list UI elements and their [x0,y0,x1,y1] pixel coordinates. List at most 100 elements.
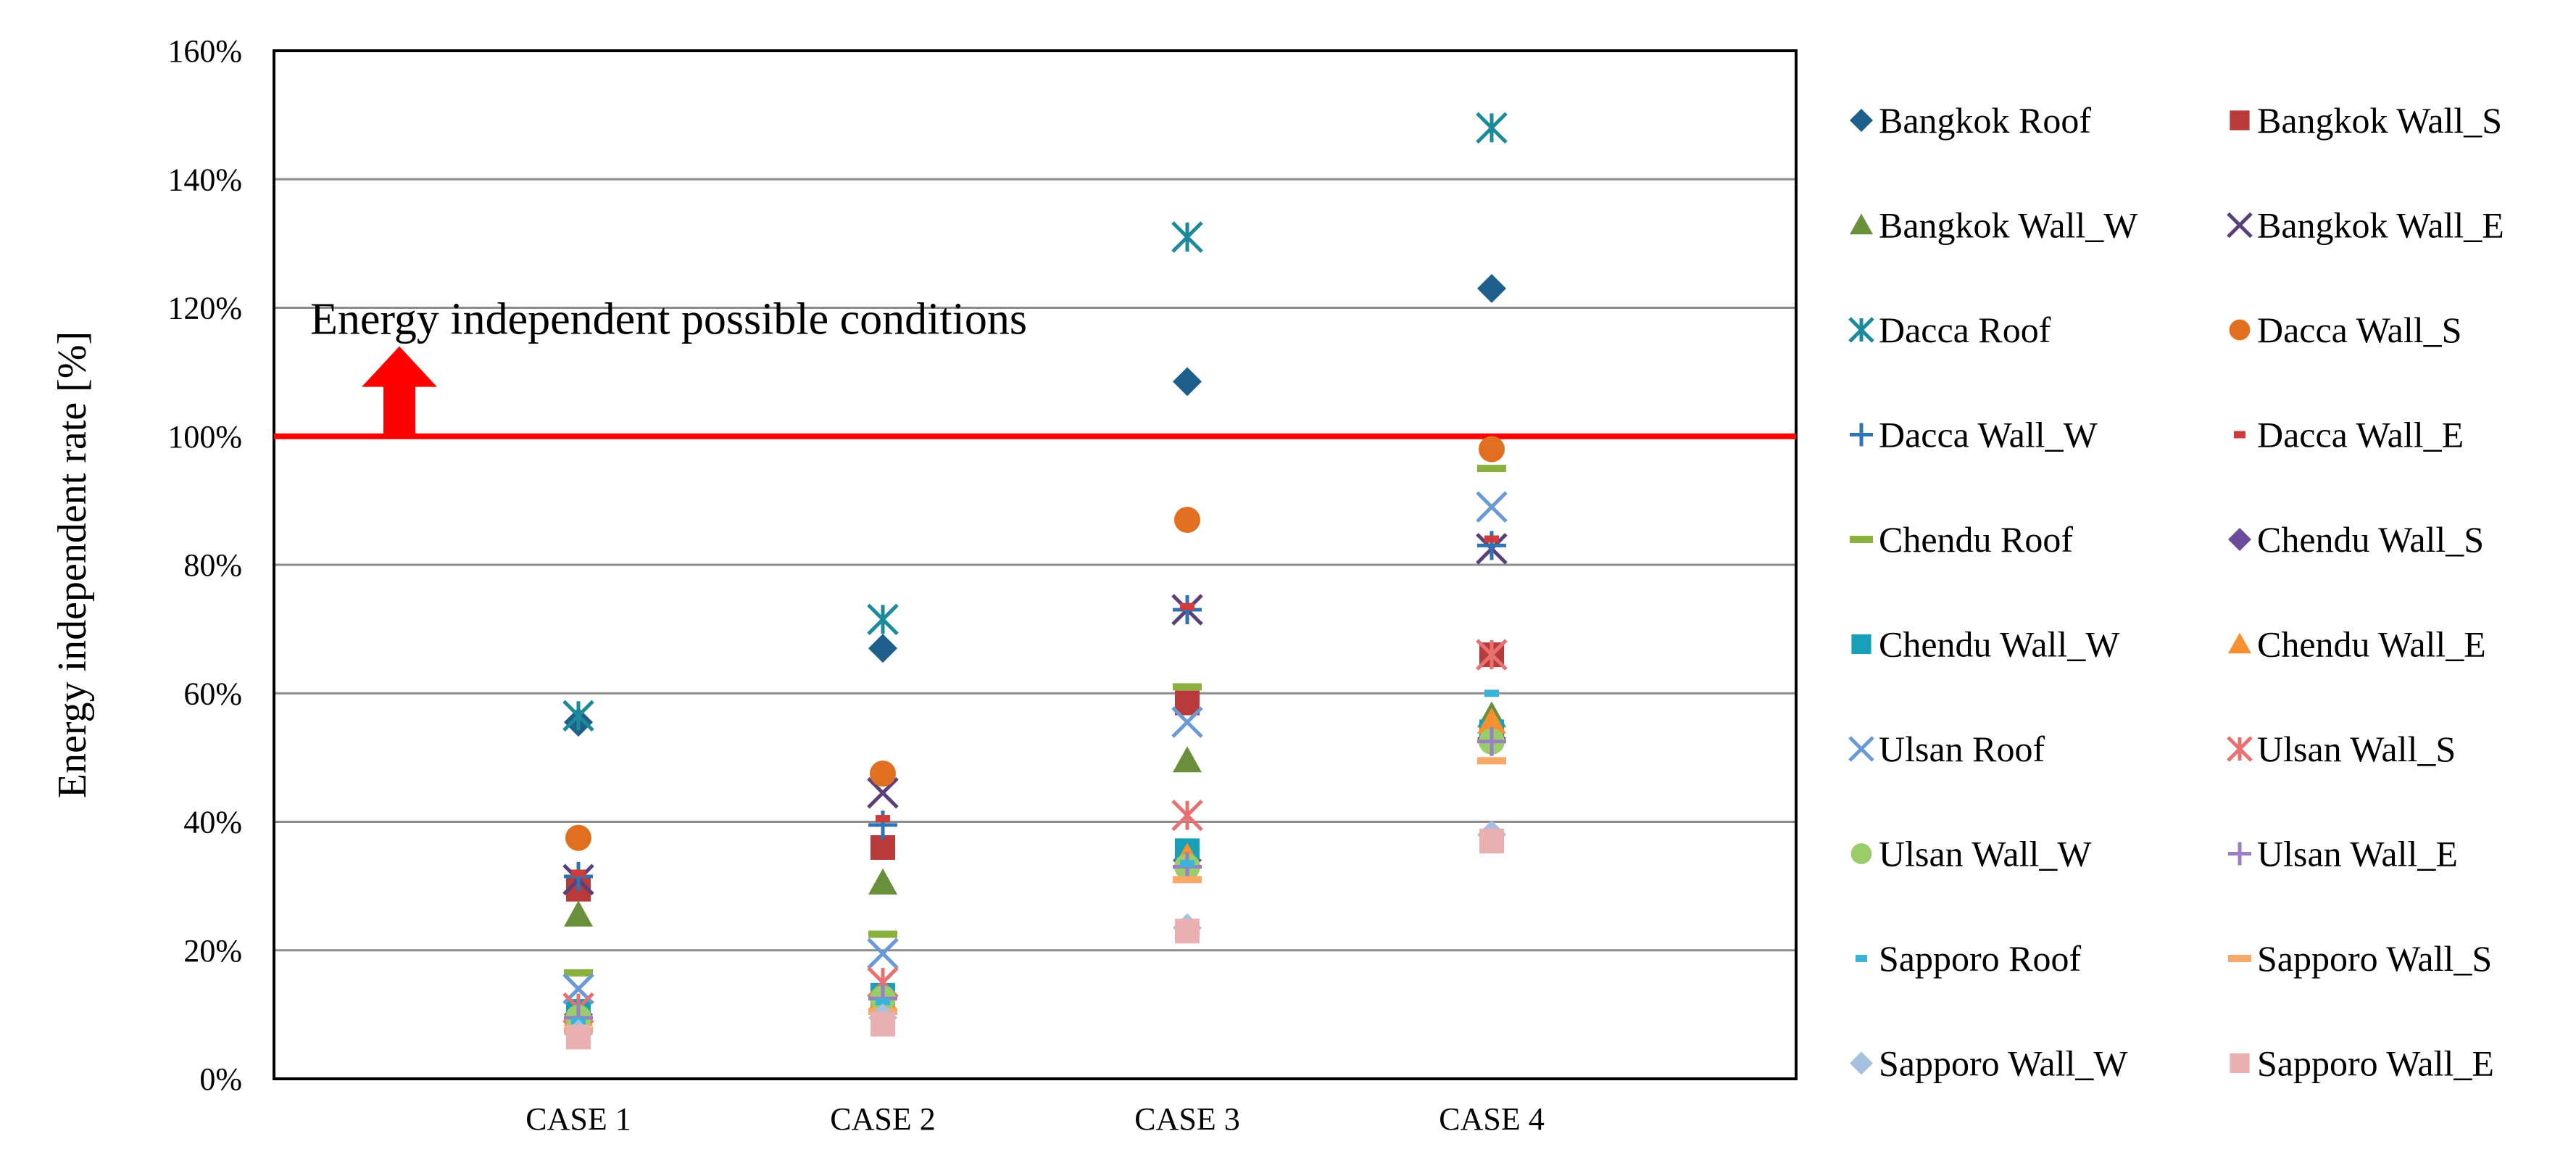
data-point [1476,639,1508,671]
legend-label: Sapporo Wall_S [2257,938,2492,979]
legend-label: Bangkok Roof [1879,100,2091,141]
legend-item: Chendu Wall_W [1851,624,2120,665]
data-point [868,930,897,938]
legend-label: Bangkok Wall_S [2257,100,2502,141]
data-point [1477,757,1506,765]
legend-marker [2228,955,2251,962]
legend-marker [1848,317,1874,343]
legend-label: Sapporo Roof [1879,938,2082,979]
data-point [1477,273,1506,303]
data-point [564,969,593,977]
data-point [1174,506,1200,533]
legend-item: Dacca Wall_W [1850,415,2098,455]
data-point [867,776,899,809]
legend-item: Ulsan Roof [1848,729,2045,769]
legend-label: Chendu Wall_S [2257,519,2484,560]
data-point [876,998,890,1006]
y-tick-label: 60% [183,676,242,711]
legend-marker [1851,634,1871,655]
y-tick-label: 140% [167,162,242,197]
data-point [867,603,899,636]
data-point [867,937,899,969]
legend-item: Ulsan Wall_S [2227,729,2456,769]
legend-label: Sapporo Wall_E [2257,1043,2494,1084]
x-tick-label: CASE 1 [525,1101,631,1137]
legend-marker [1850,536,1873,543]
x-tick-label: CASE 3 [1134,1101,1239,1137]
data-point [1180,860,1194,868]
legend-label: Bangkok Wall_W [1879,205,2138,246]
legend-marker [1850,109,1873,132]
legend-marker [2228,528,2251,551]
legend-item: Chendu Roof [1850,519,2073,560]
data-point [868,634,897,663]
y-tick-label: 120% [167,291,242,326]
legend-label: Bangkok Wall_E [2257,205,2504,246]
data-point [565,824,591,851]
data-point [1175,690,1200,716]
data-point [1477,726,1506,756]
x-axis-ticks: CASE 1 CASE 2 CASE 3 CASE 4 [525,1101,1544,1137]
legend-label: Ulsan Roof [1879,729,2045,769]
legend-marker [1850,1051,1873,1075]
y-axis-ticks: 0% 20% 40% 60% 80% 100% 120% 140% 160% [167,33,242,1097]
legend-label: Dacca Wall_S [2257,310,2461,350]
legend-item: Sapporo Wall_E [2230,1043,2494,1084]
legend-label: Chendu Wall_E [2257,624,2486,665]
y-axis-label: Energy independent rate [%] [50,331,95,798]
data-point [1171,221,1203,253]
x-tick-label: CASE 2 [830,1101,935,1137]
legend-marker [2230,110,2250,131]
legend-item: Ulsan Wall_E [2228,834,2458,874]
data-point [571,869,586,877]
data-point [1477,708,1506,734]
legend-item: Sapporo Wall_W [1850,1043,2128,1084]
y-tick-label: 20% [183,933,242,969]
data-point [876,815,890,823]
legend-marker [2229,319,2251,341]
legend-marker [1850,843,1872,864]
legend-marker [2228,842,2251,866]
legend-marker [1856,955,1867,962]
data-point [868,868,897,895]
x-tick-label: CASE 4 [1439,1101,1544,1137]
data-point [1173,746,1202,773]
data-point [871,1011,895,1037]
data-point [562,700,594,732]
legend-label: Ulsan Wall_E [2257,834,2458,874]
legend-item: Dacca Wall_S [2229,310,2461,350]
legend-label: Chendu Wall_W [1879,624,2120,665]
legend-label: Ulsan Wall_W [1879,834,2092,874]
legend-item: Bangkok Wall_E [2227,205,2504,246]
legend-item: Bangkok Wall_W [1850,205,2138,246]
data-point [1173,367,1202,397]
data-point [870,761,896,787]
up-arrow-icon [362,346,437,436]
y-tick-label: 80% [183,547,242,583]
legend-label: Dacca Wall_W [1879,415,2098,455]
y-tick-label: 160% [167,33,242,69]
data-point [1171,799,1203,832]
legend-item: Sapporo Wall_S [2228,938,2492,979]
data-point [1477,465,1506,473]
legend: Bangkok Roof Bangkok Wall_S Bangkok Wall_W… [1848,100,2504,1084]
data-point [1171,706,1203,738]
legend-label: Chendu Roof [1879,519,2073,560]
data-point [566,1024,591,1050]
legend-marker [2234,431,2245,439]
legend-label: Ulsan Wall_S [2257,729,2456,769]
legend-marker [1850,423,1873,447]
legend-marker [2227,736,2253,762]
y-tick-label: 0% [199,1061,242,1097]
data-point [1484,535,1499,543]
legend-label: Dacca Roof [1879,310,2051,350]
legend-marker [1848,736,1874,762]
data-point [1180,602,1194,610]
data-point [1484,689,1499,697]
legend-marker [2230,1053,2250,1074]
legend-item: Sapporo Roof [1856,938,2082,979]
legend-item: Dacca Roof [1848,310,2051,350]
legend-label: Dacca Wall_E [2257,415,2464,455]
y-tick-label: 100% [167,419,242,455]
